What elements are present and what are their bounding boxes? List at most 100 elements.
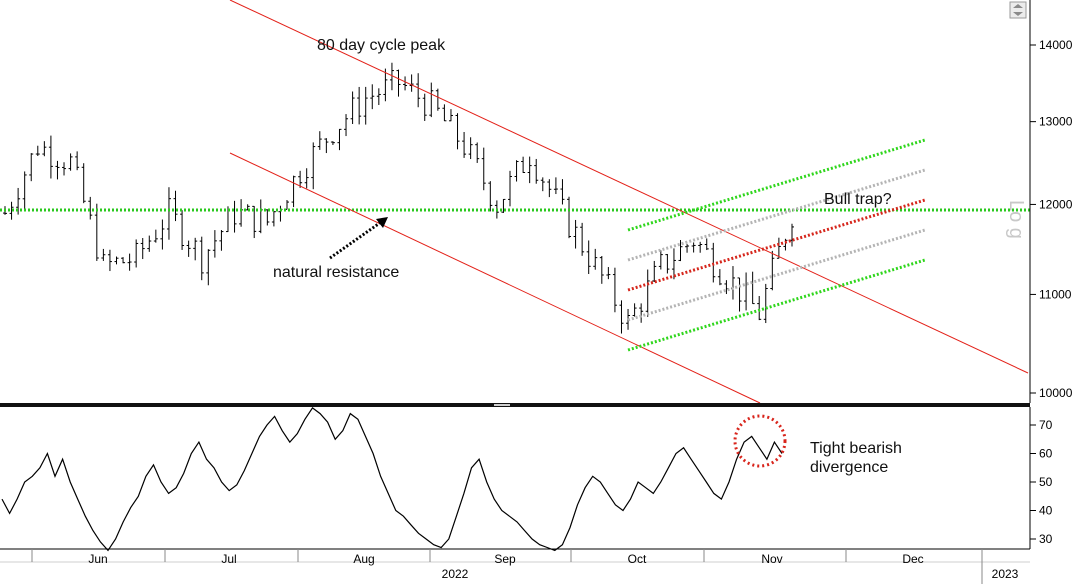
- ohlc-bar: [304, 168, 309, 189]
- ohlc-bar: [298, 170, 303, 188]
- ohlc-bar: [573, 219, 578, 249]
- month-label: Nov: [761, 552, 782, 566]
- ohlc-bar: [153, 229, 158, 243]
- annotation-natural-resistance: natural resistance: [273, 264, 399, 281]
- gray-lower-line: [627, 228, 926, 322]
- month-label: Jun: [88, 552, 107, 566]
- ohlc-bar: [317, 131, 322, 150]
- ohlc-bar: [553, 177, 558, 195]
- indicator-tick-label: 60: [1039, 447, 1053, 461]
- ohlc-bar: [534, 158, 539, 184]
- indicator-line: [1, 407, 783, 552]
- ohlc-bar: [81, 163, 86, 204]
- ohlc-bar: [514, 160, 519, 182]
- year-label: 2022: [442, 567, 469, 581]
- ohlc-bar: [685, 244, 690, 253]
- month-label: Sep: [494, 552, 516, 566]
- ohlc-bar: [62, 162, 67, 176]
- divergence-circle: [733, 414, 787, 468]
- ohlc-bar: [121, 257, 126, 264]
- ohlc-bar: [383, 68, 388, 102]
- indicator-axis: 30 40 50 60 70: [1029, 407, 1053, 549]
- green-upper-line: [627, 138, 926, 232]
- ohlc-bar: [199, 236, 204, 281]
- ohlc-bar: [455, 113, 460, 150]
- ohlc-bar: [639, 303, 644, 323]
- ohlc-bar: [462, 131, 467, 158]
- ohlc-bar: [55, 160, 60, 180]
- ohlc-bar: [593, 248, 598, 270]
- ohlc-bar: [206, 249, 211, 286]
- year-label: 2023: [992, 567, 1019, 581]
- ohlc-bar: [42, 141, 47, 157]
- price-ohlc-bars: [3, 62, 794, 334]
- ohlc-bar: [481, 147, 486, 191]
- ohlc-bar: [350, 91, 355, 125]
- ohlc-bar: [166, 187, 171, 240]
- ohlc-bar: [193, 237, 198, 261]
- ohlc-bar: [763, 283, 768, 324]
- ohlc-bar: [468, 137, 473, 160]
- ohlc-bar: [219, 230, 224, 251]
- ohlc-bar: [429, 82, 434, 118]
- ohlc-bar: [580, 222, 585, 256]
- ohlc-bar: [239, 199, 244, 227]
- ohlc-bar: [75, 151, 80, 171]
- ohlc-bar: [134, 239, 139, 268]
- ohlc-bar: [698, 241, 703, 253]
- ohlc-bar: [68, 153, 73, 171]
- ohlc-bar: [147, 235, 152, 252]
- annotation-cycle-peak: 80 day cycle peak: [317, 37, 446, 54]
- ohlc-bar: [560, 179, 565, 205]
- ohlc-bar: [547, 179, 552, 198]
- scale-toggle-icon[interactable]: [1009, 1, 1027, 19]
- ohlc-bar: [632, 303, 637, 317]
- price-tick-label: 11000: [1039, 287, 1072, 301]
- price-pane: 10000 11000 12000 13000 14000 80 day cycle p…: [0, 0, 1073, 404]
- ohlc-bar: [258, 199, 263, 234]
- month-label: Dec: [902, 552, 923, 566]
- ohlc-bar: [330, 141, 335, 145]
- annotation-divergence-1: Tight bearish: [810, 440, 902, 457]
- pane-divider[interactable]: [0, 403, 1030, 407]
- ohlc-bar: [127, 253, 132, 271]
- ohlc-bar: [252, 205, 257, 239]
- ohlc-bar: [770, 250, 775, 291]
- ohlc-bar: [357, 86, 362, 125]
- ohlc-bar: [567, 196, 572, 239]
- ohlc-bar: [173, 190, 178, 222]
- month-label: Aug: [353, 552, 374, 566]
- ohlc-bar: [265, 209, 270, 226]
- ohlc-bar: [48, 135, 53, 179]
- ohlc-bar: [783, 238, 788, 251]
- trend-lines: [0, 0, 1030, 404]
- ohlc-bar: [114, 256, 119, 265]
- price-tick-label: 13000: [1039, 115, 1073, 129]
- ohlc-bar: [35, 145, 40, 157]
- channel-lower-line: [229, 152, 761, 404]
- ohlc-bar: [645, 269, 650, 317]
- ohlc-bar: [370, 84, 375, 110]
- ohlc-bar: [9, 201, 14, 220]
- ohlc-bar: [776, 237, 781, 259]
- ohlc-bar: [665, 253, 670, 274]
- gray-upper-line: [627, 168, 926, 262]
- ohlc-bar: [507, 170, 512, 207]
- ohlc-bar: [606, 267, 611, 280]
- ohlc-bar: [160, 219, 165, 250]
- annotation-divergence-2: divergence: [810, 459, 888, 476]
- ohlc-bar: [501, 198, 506, 213]
- ohlc-bar: [586, 240, 591, 275]
- ohlc-bar: [16, 187, 21, 215]
- ohlc-bar: [488, 181, 493, 212]
- ohlc-bar: [704, 238, 709, 251]
- ohlc-bar: [422, 93, 427, 121]
- ohlc-bar: [691, 242, 696, 253]
- ohlc-bar: [619, 300, 624, 334]
- ohlc-bar: [271, 210, 276, 227]
- ohlc-bar: [324, 138, 329, 154]
- ohlc-bar: [658, 250, 663, 270]
- ohlc-bar: [22, 171, 27, 209]
- ohlc-bar: [612, 267, 617, 313]
- ohlc-bar: [540, 177, 545, 192]
